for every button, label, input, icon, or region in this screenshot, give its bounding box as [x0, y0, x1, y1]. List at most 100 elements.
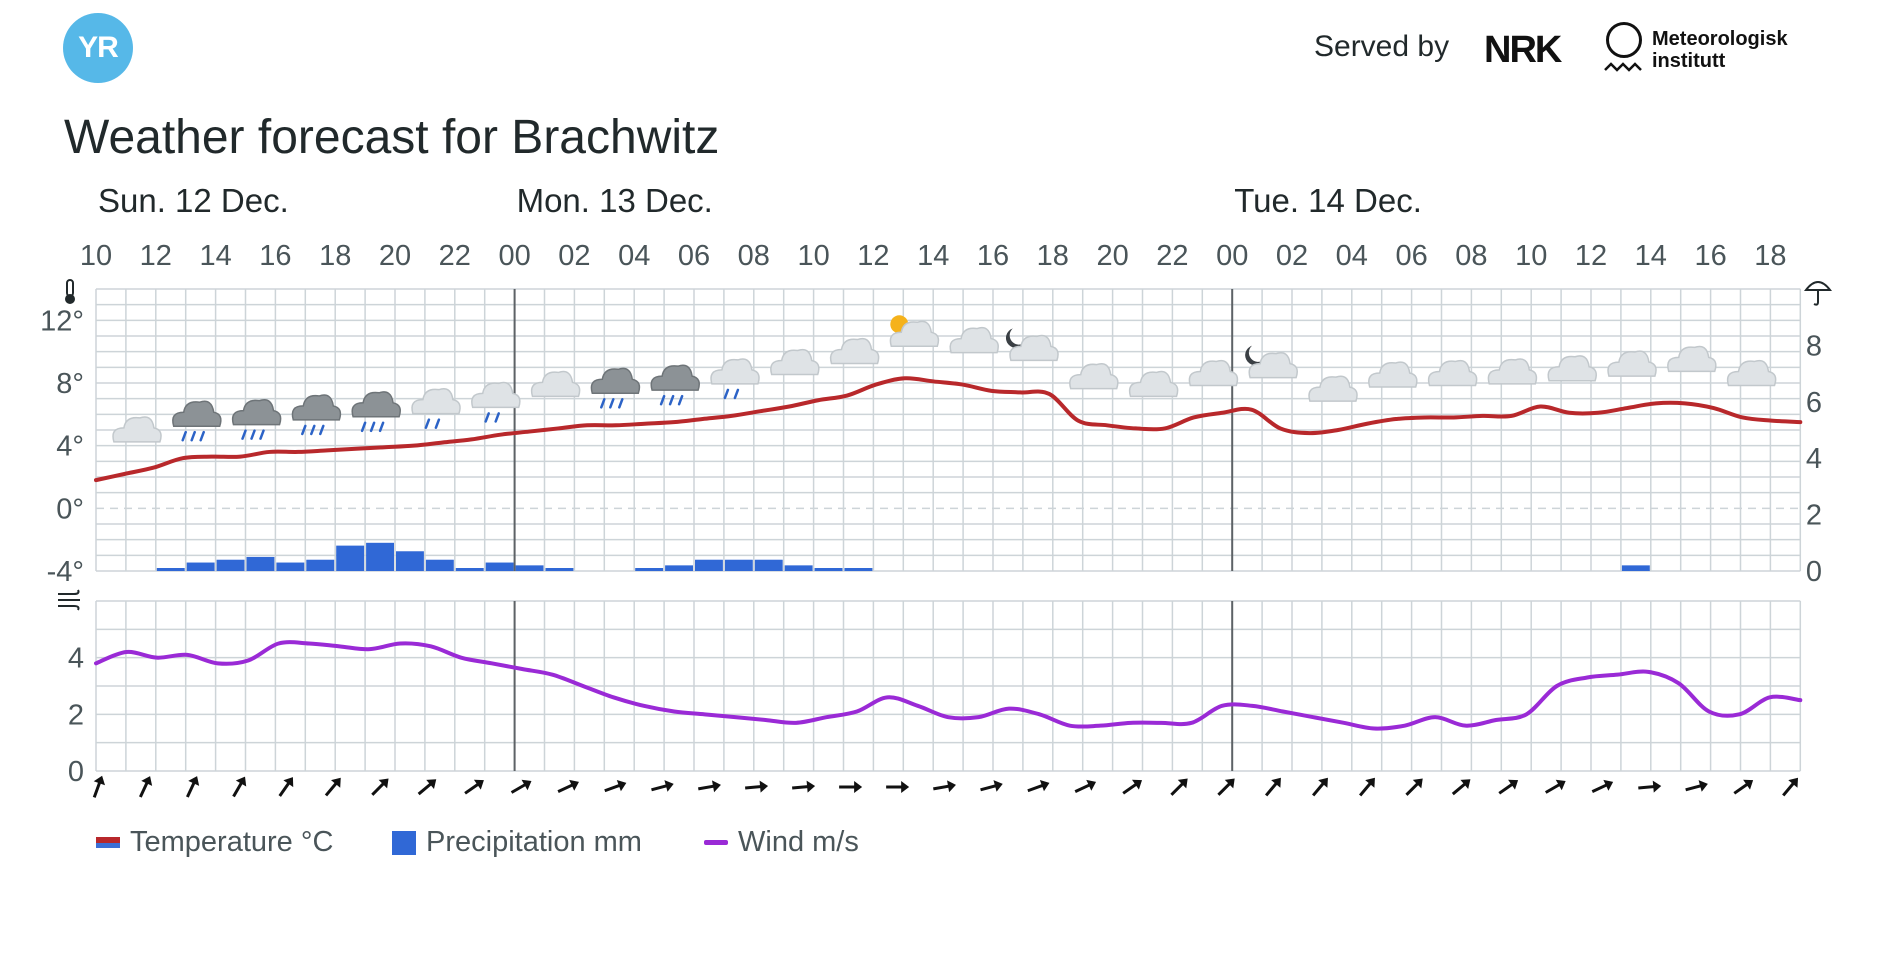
rain-drop: [659, 394, 666, 406]
met-line1: Meteorologisk: [1652, 28, 1788, 50]
rain-drop: [723, 388, 730, 400]
arrow-head: [664, 780, 674, 792]
arrow-head: [1652, 780, 1662, 793]
arrow-head: [616, 779, 627, 792]
rain-drop: [484, 412, 490, 423]
hour-tick-label: 00: [1216, 240, 1248, 272]
arrow-head: [806, 780, 816, 793]
cloud: [1128, 370, 1179, 398]
met-logo-text[interactable]: Meteorologisk institutt: [1652, 28, 1788, 72]
day-label-2: Tue. 14 Dec.: [1234, 182, 1422, 219]
thermometer-icon: [65, 279, 75, 304]
wind-direction-arrow-icon: [1311, 777, 1328, 797]
wind-direction-arrow-icon: [1027, 779, 1050, 793]
hour-tick-label: 10: [1515, 240, 1547, 272]
wind-direction-arrow-icon: [510, 779, 532, 794]
nrk-logo[interactable]: NRK: [1484, 29, 1562, 71]
precipitation-bar: [784, 565, 813, 571]
precipitation-tick-label: 6: [1806, 387, 1822, 419]
precipitation-bar: [276, 562, 305, 571]
cloud: [351, 391, 401, 418]
cloudy-icon: [1667, 345, 1717, 373]
arrow-head: [569, 779, 579, 791]
cloud: [889, 320, 940, 348]
arrow-head: [331, 777, 341, 788]
wind-direction-arrow-icon: [886, 781, 910, 793]
rain-drop: [677, 394, 684, 406]
arrow-head: [854, 781, 863, 793]
yr-logo-text: YR: [78, 31, 119, 64]
cloud: [949, 326, 999, 354]
hour-tick-label: 04: [618, 240, 650, 272]
wind-direction-arrow-icon: [371, 778, 389, 796]
wind-direction-arrow-icon: [139, 776, 153, 798]
arrow-head: [188, 776, 200, 786]
temperature-tick-label: 0°: [56, 493, 84, 525]
cloud: [231, 399, 282, 426]
legend-temperature[interactable]: Temperature °C: [96, 826, 333, 859]
hour-tick-label: 12: [140, 240, 172, 272]
hour-tick-label: 02: [1276, 240, 1308, 272]
cloudy-icon: [1308, 375, 1358, 402]
hour-tick-label: 02: [558, 240, 590, 272]
hour-tick-label: 10: [80, 240, 112, 272]
precipitation-tick-label: 0: [1806, 556, 1822, 588]
cloud: [1547, 355, 1597, 382]
hour-tick-label: 14: [917, 240, 949, 272]
arrow-head: [1132, 779, 1143, 790]
wind-direction-arrow-icon: [417, 779, 437, 796]
cloud: [112, 416, 162, 443]
cloudy-icon: [112, 416, 162, 443]
wind-direction-arrow-icon: [1638, 780, 1662, 793]
precipitation-bar: [396, 551, 424, 571]
wind-direction-arrow-icon: [1544, 779, 1566, 794]
met-wave-icon: [1604, 62, 1642, 72]
cloudy-icon: [1547, 355, 1597, 382]
cloud: [411, 388, 461, 415]
legend-wind-label: Wind m/s: [738, 826, 859, 858]
day-label-1: Mon. 13 Dec.: [516, 182, 713, 219]
precipitation-bar: [724, 559, 753, 571]
yr-logo[interactable]: YR: [63, 13, 133, 83]
rain-drop: [319, 424, 325, 436]
rain-drop: [360, 421, 367, 433]
legend-precipitation[interactable]: Precipitation mm: [392, 826, 642, 859]
rain-drop: [600, 398, 606, 409]
partly-cloudy-day-icon: [889, 315, 940, 348]
wind-tick-label: 4: [68, 643, 84, 675]
hour-tick-label: 16: [259, 240, 291, 272]
cloud: [829, 337, 880, 365]
hour-tick-label: 08: [738, 240, 770, 272]
wind-icon: [58, 589, 80, 611]
precipitation-bar: [695, 559, 723, 571]
cloud: [1726, 359, 1777, 387]
cloud: [1188, 359, 1239, 387]
wind-direction-arrow-icon: [1591, 779, 1614, 794]
wind-direction-arrow-icon: [1685, 780, 1708, 792]
arrow-head: [283, 777, 294, 788]
hour-tick-label: 18: [319, 240, 351, 272]
arrow-head: [378, 778, 389, 789]
temperature-tick-label: 8°: [56, 368, 84, 400]
rain-icon: [351, 391, 401, 433]
arrow-head: [1177, 778, 1188, 789]
rain-drop: [241, 429, 247, 440]
hour-tick-label: 20: [379, 240, 411, 272]
legend-wind[interactable]: Wind m/s: [704, 826, 859, 859]
wind-direction-arrow-icon: [1733, 779, 1754, 795]
wind-tick-label: 0: [68, 756, 84, 788]
wind-direction-arrow-icon: [557, 779, 579, 794]
hour-tick-label: 00: [498, 240, 530, 272]
rain-drop: [434, 418, 441, 429]
rain-drop: [250, 429, 256, 440]
hour-tick-label: 14: [1635, 240, 1667, 272]
wind-direction-arrow-icon: [1170, 778, 1188, 796]
wind-direction-arrow-icon: [324, 777, 341, 797]
cloud: [291, 394, 342, 421]
cloud: [172, 400, 222, 427]
cloudy-icon: [530, 370, 581, 398]
wind-direction-arrow-icon: [1359, 777, 1375, 797]
rain-drop: [301, 424, 307, 436]
cloudy-icon: [1427, 359, 1478, 387]
rain-drop: [310, 424, 316, 436]
